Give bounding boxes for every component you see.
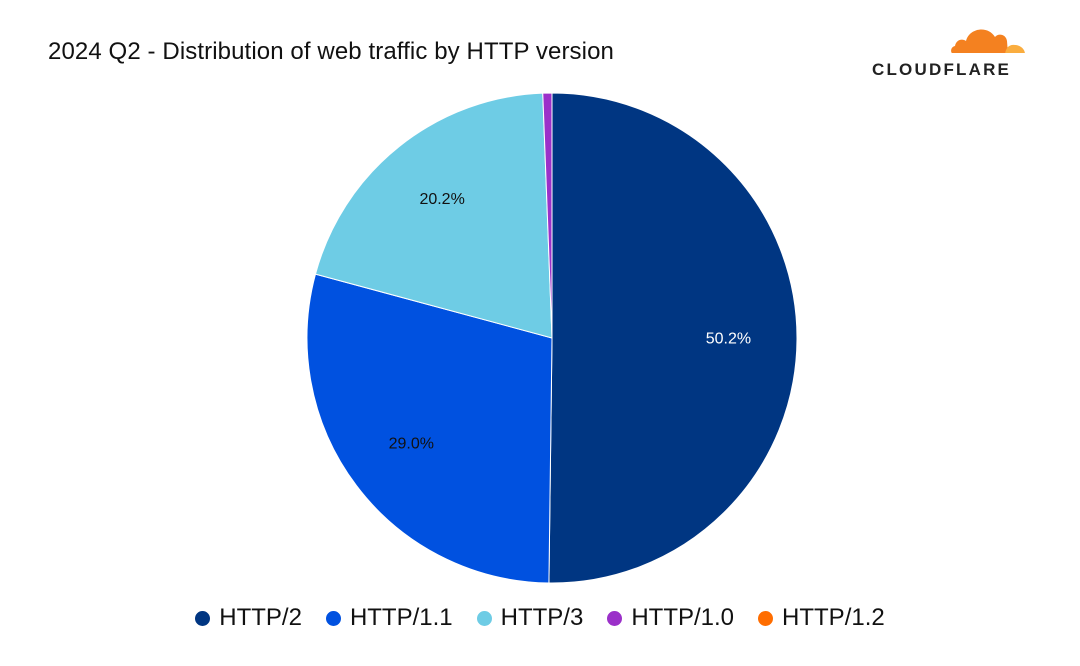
legend-marker <box>476 610 492 626</box>
data-label-http-3: 20.2% <box>419 191 464 208</box>
legend-marker <box>607 610 623 626</box>
legend-item-http-1-1: HTTP/1.1 <box>325 604 453 632</box>
legend-label: HTTP/1.2 <box>782 604 885 631</box>
pie-chart: 50.2% 29.0% 20.2% <box>306 92 798 584</box>
legend-label: HTTP/3 <box>500 604 584 631</box>
legend-label: HTTP/1.0 <box>631 604 735 631</box>
pie-slice-http-1-0 <box>542 92 553 339</box>
cloudflare-logo: CLOUDFLARE <box>868 20 1034 82</box>
legend-item-http-3: HTTP/3 <box>476 604 584 632</box>
legend-marker <box>325 610 341 626</box>
legend-marker <box>758 610 774 626</box>
data-label-http-2: 50.2% <box>706 330 751 347</box>
pie-slice-http-2 <box>548 92 798 584</box>
legend-item-http-2: HTTP/2 <box>195 604 302 632</box>
pie-slice-http-1-1 <box>306 273 553 584</box>
cloud-logo-icon <box>948 29 1028 56</box>
brand-name: CLOUDFLARE <box>872 60 1012 79</box>
legend-marker <box>195 610 211 626</box>
legend-label: HTTP/2 <box>219 604 302 631</box>
legend-item-http-1-2: HTTP/1.2 <box>758 604 885 632</box>
chart-legend: HTTP/2 HTTP/1.1 HTTP/3 HTTP/1.0 HTTP/1.2 <box>0 604 1080 632</box>
chart-title: 2024 Q2 - Distribution of web traffic by… <box>48 38 614 65</box>
data-label-http-1-1: 29.0% <box>389 436 434 453</box>
legend-label: HTTP/1.1 <box>349 604 453 631</box>
pie-slice-http-3 <box>314 92 553 339</box>
legend-item-http-1-0: HTTP/1.0 <box>607 604 734 632</box>
